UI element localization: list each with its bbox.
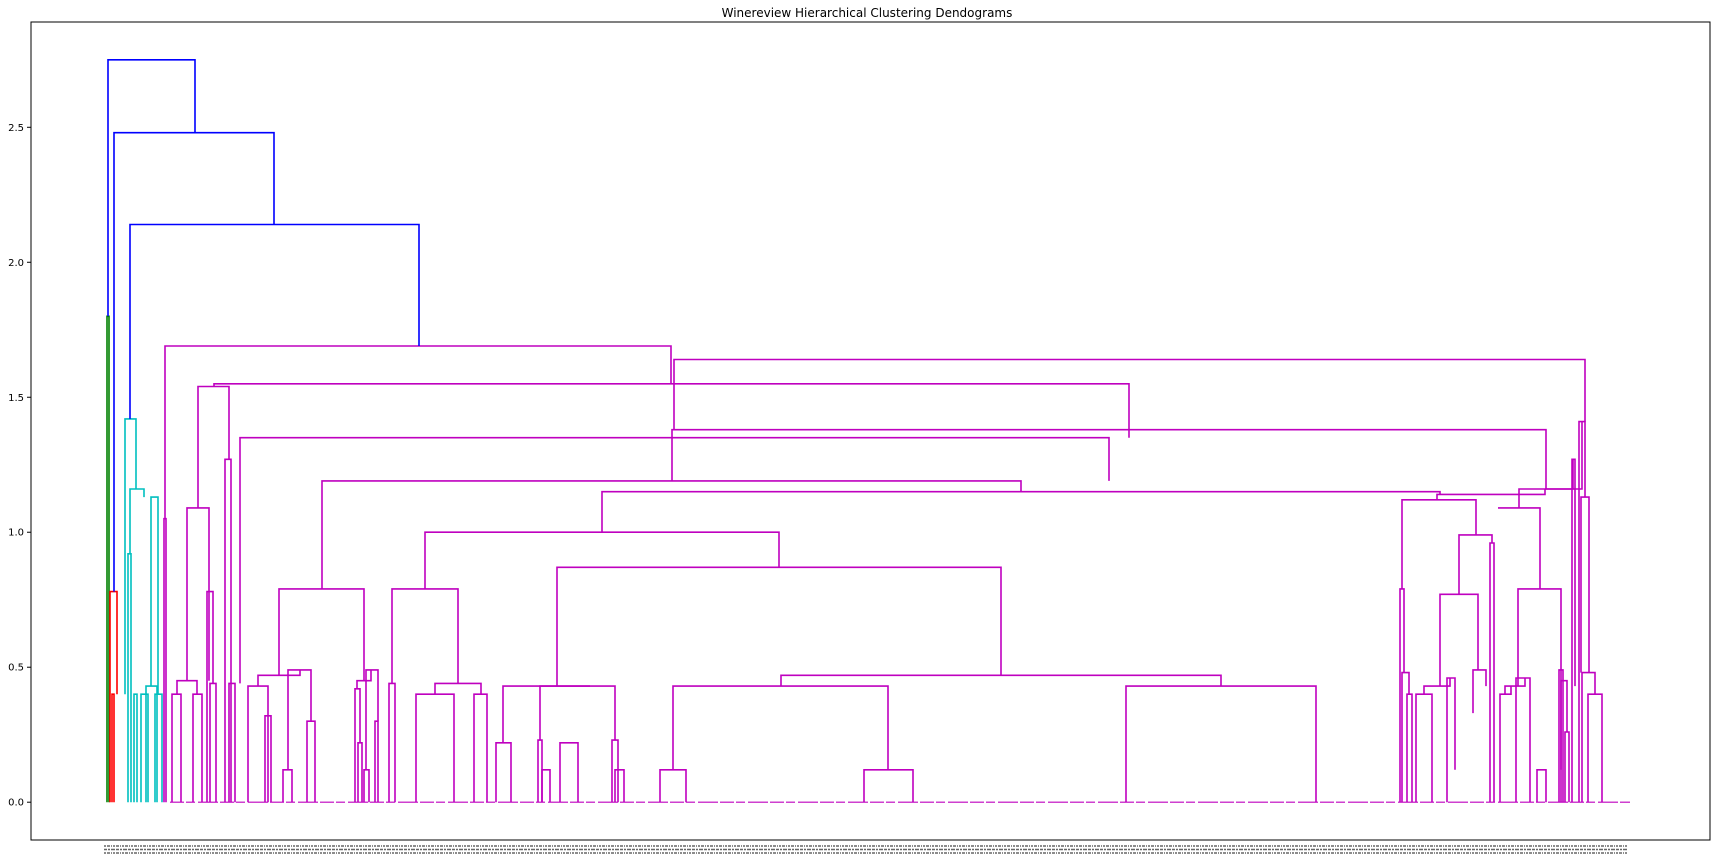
dendrogram-link (321, 480, 1022, 589)
dendrogram-link (287, 669, 312, 770)
dendrogram-link (391, 588, 459, 684)
dendrogram-link (363, 768, 370, 803)
dendrogram-link (176, 679, 198, 695)
dendrogram-link (434, 682, 482, 695)
dendrogram-link (539, 685, 616, 741)
y-tick-label: 2.0 (8, 258, 24, 269)
dendrogram-link (659, 768, 687, 803)
dendrogram-link (150, 496, 159, 695)
dendrogram-link (1545, 421, 1583, 490)
dendrogram-link (1406, 693, 1413, 803)
chart-title: Winereview Hierarchical Clustering Dendo… (722, 6, 1013, 20)
dendrogram-link (264, 714, 272, 803)
dendrogram-link (127, 552, 132, 803)
dendrogram-link (163, 517, 167, 803)
dendrogram-link (106, 315, 110, 803)
dendrogram-link (541, 768, 551, 803)
dendrogram-link (192, 693, 203, 803)
dendrogram-link (186, 507, 210, 681)
dendrogram-link (1489, 542, 1495, 803)
dendrogram-link (1504, 678, 1526, 695)
dendrogram-link (306, 720, 316, 803)
dendrogram-link (1436, 489, 1546, 500)
dendrogram-link (1423, 678, 1451, 695)
dendrogram-link (1499, 686, 1512, 803)
dendrogram-link (1498, 507, 1541, 589)
dendrogram-link (1401, 671, 1410, 803)
dendrogram-link (863, 768, 914, 803)
dendrogram-link (388, 682, 396, 803)
dendrogram-link (1571, 458, 1576, 803)
dendrogram-link (673, 358, 1586, 430)
dendrogram-link (154, 693, 163, 803)
dendrogram-link (113, 131, 275, 592)
dendrogram-link (1415, 693, 1433, 803)
y-tick-label: 0.0 (8, 798, 24, 809)
dendrogram-link (1401, 498, 1477, 589)
dendrogram-link (374, 720, 379, 803)
dendrogram-link (1515, 677, 1531, 803)
y-tick-label: 0.5 (8, 663, 24, 674)
dendrogram-link (111, 693, 115, 803)
leaf-labels (104, 845, 1628, 854)
dendrogram-link (1587, 693, 1603, 803)
dendrogram-link (502, 685, 590, 743)
dendrogram-link (357, 741, 363, 803)
dendrogram-link (209, 682, 217, 803)
dendrogram-link (282, 768, 293, 803)
y-axis: 0.0 0.5 1.0 1.5 2.0 2.5 (8, 123, 31, 809)
dendrogram-link (556, 566, 1002, 687)
dendrogram-link (1560, 679, 1568, 803)
dendrogram-link (133, 693, 138, 803)
dendrogram-link (1472, 669, 1487, 714)
dendrogram-link (559, 741, 579, 803)
dendrogram-link (614, 768, 625, 803)
dendrogram-link (671, 428, 1547, 489)
y-tick-label: 1.5 (8, 393, 24, 404)
dendrogram-link (278, 588, 365, 681)
y-tick-label: 1.0 (8, 528, 24, 539)
dendrogram-link (206, 590, 214, 803)
plot-frame (30, 21, 1711, 841)
dendrogram-link (224, 458, 232, 803)
dendrogram-link (1446, 677, 1456, 803)
dendrogram-link (1580, 496, 1590, 673)
dendrogram-link (129, 223, 420, 419)
dendrogram-link (1458, 534, 1493, 595)
dendrogram-links (106, 58, 1630, 803)
dendrogram-link (1536, 768, 1547, 803)
dendrogram-link (107, 58, 196, 317)
y-tick-label: 2.5 (8, 123, 24, 134)
dendrogram-link (129, 488, 145, 554)
dendrogram-link (473, 693, 488, 803)
dendrogram-link (1558, 669, 1564, 803)
dendrogram-link (140, 693, 149, 803)
dendrogram-link (601, 490, 1441, 533)
dendrogram-link (239, 436, 1110, 684)
dendrogram-link (164, 345, 672, 519)
dendrogram-link (780, 674, 1222, 687)
dendrogram-link (171, 693, 182, 803)
dendrogram-link (365, 669, 379, 770)
dendrogram-link (415, 693, 455, 803)
dendrogram-link (495, 741, 512, 803)
dendrogram-link (672, 685, 889, 770)
dendrogram-link (228, 682, 236, 803)
dendrogram-link (1564, 731, 1570, 803)
dendrogram-link (424, 531, 780, 589)
dendrogram-link (1125, 685, 1317, 803)
